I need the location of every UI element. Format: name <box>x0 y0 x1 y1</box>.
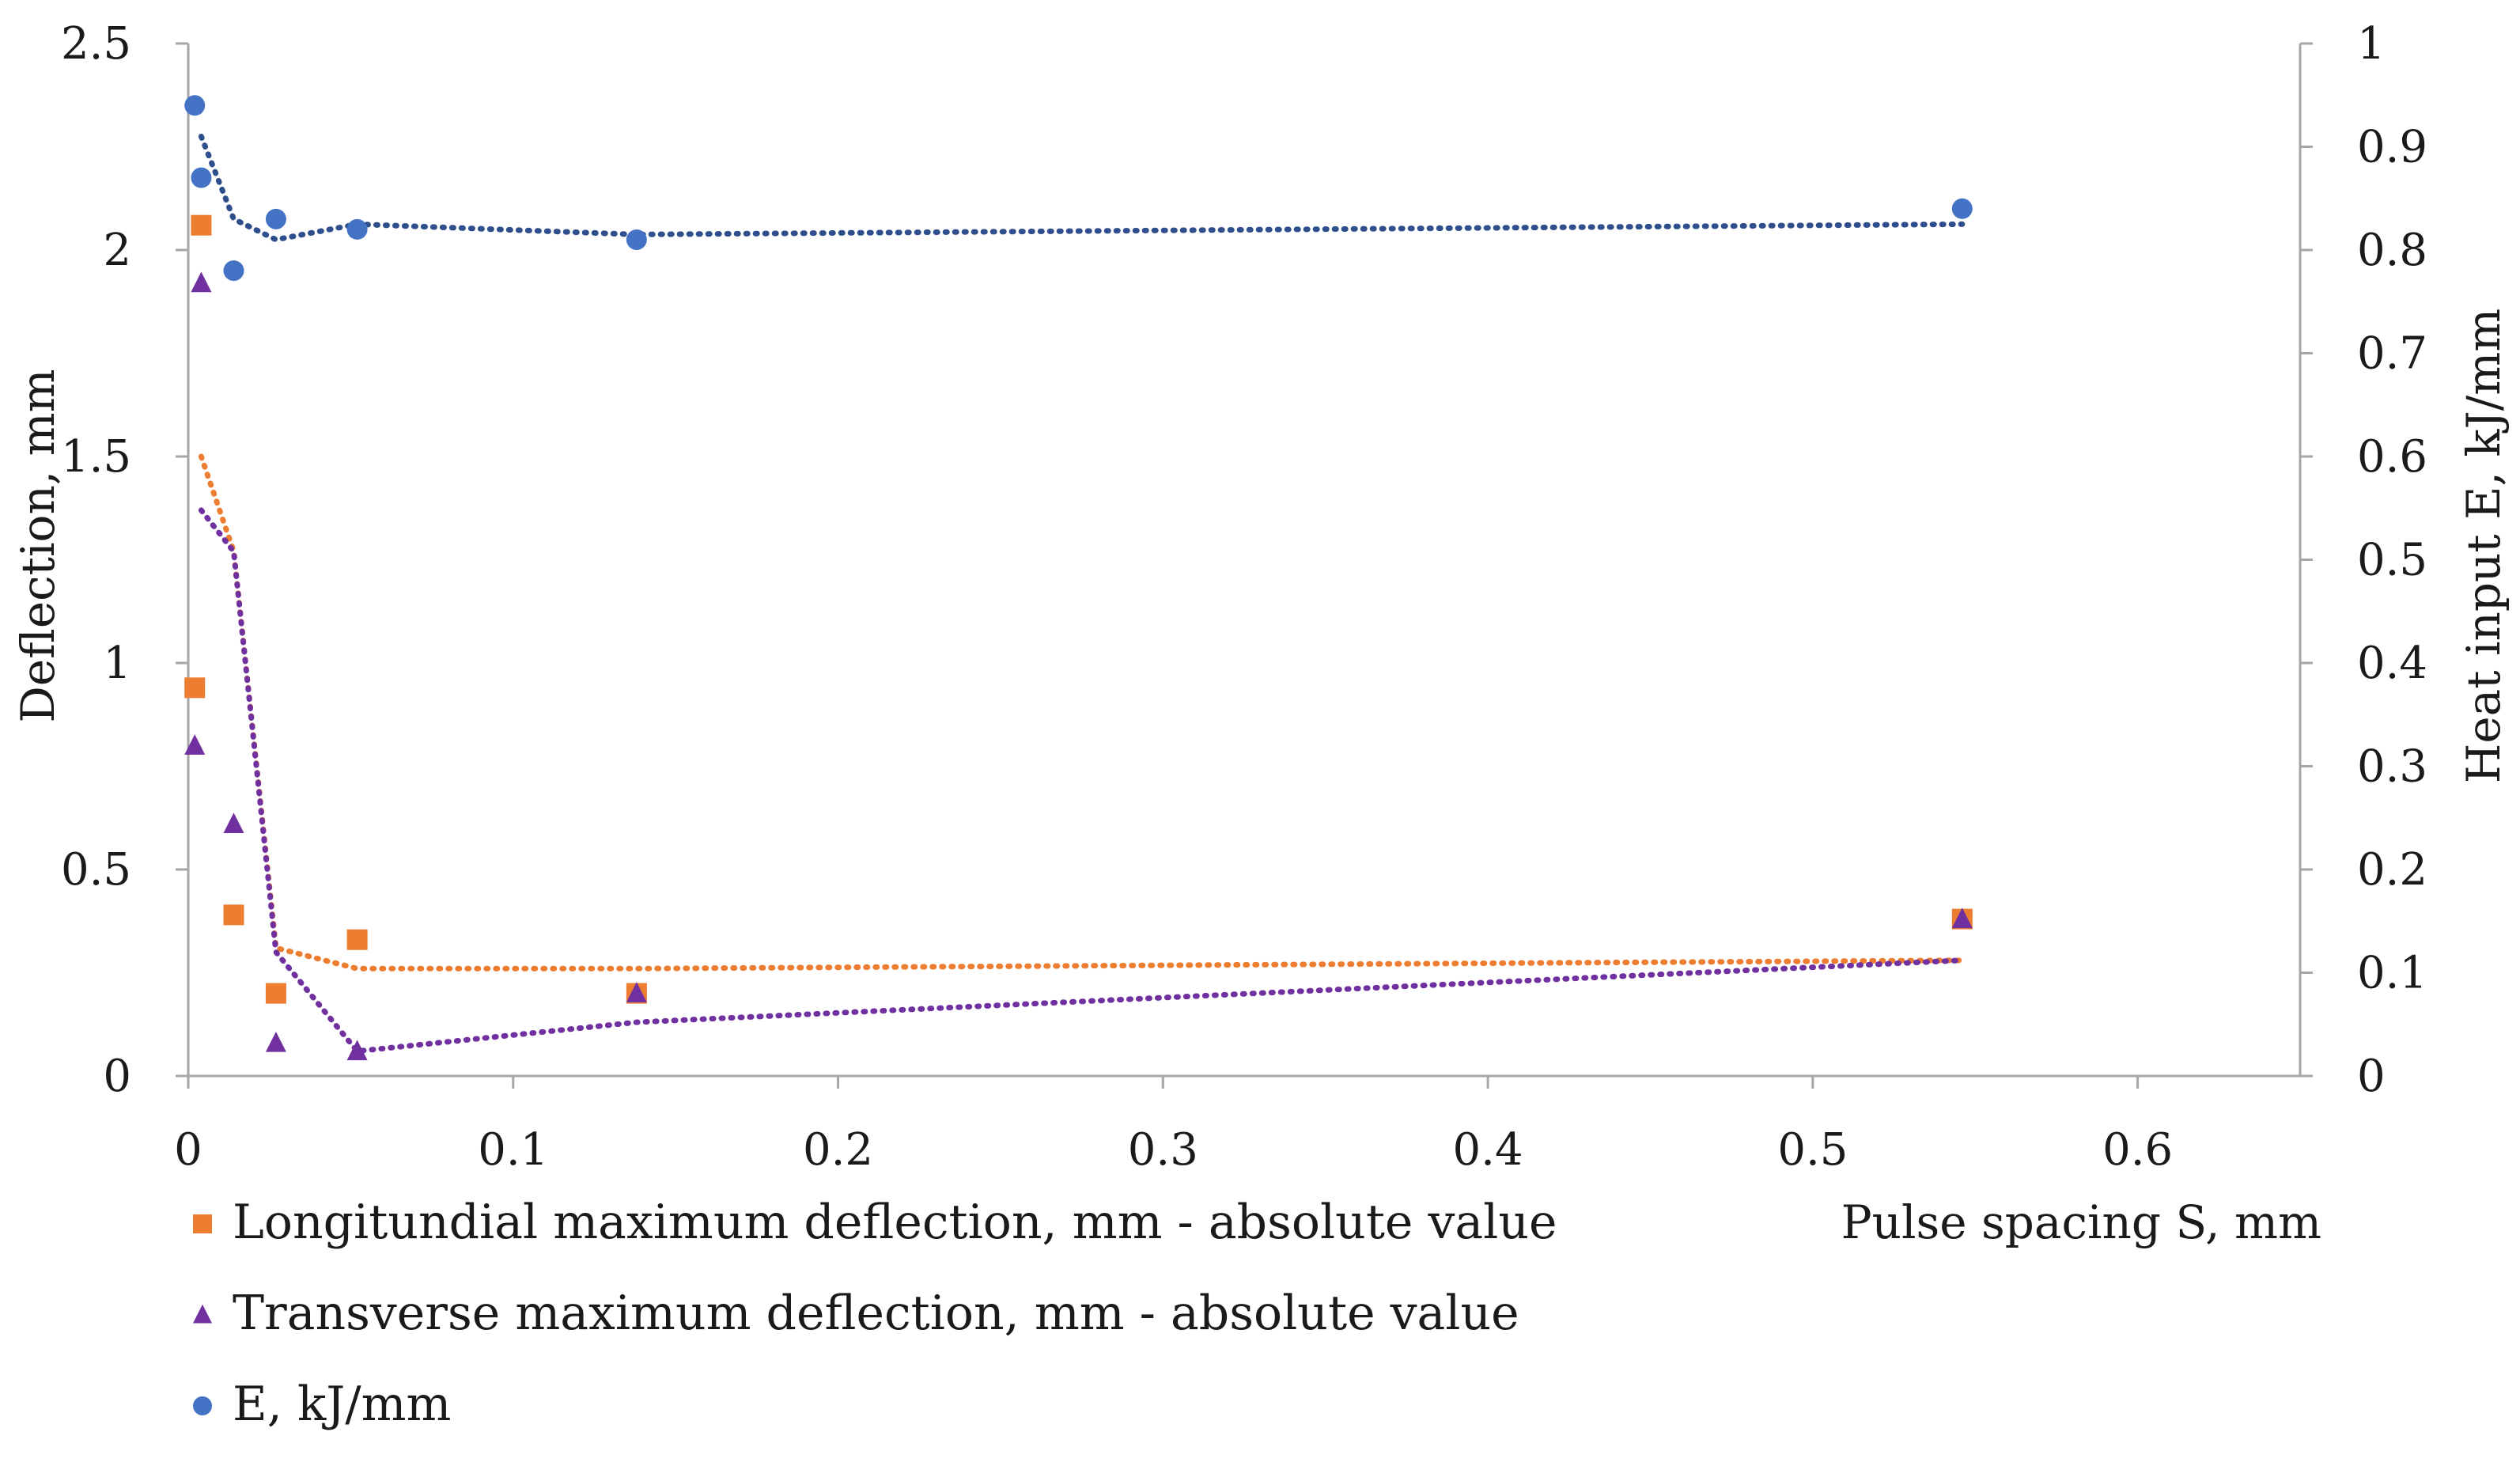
y-right-tick-label: 0.9 <box>2357 122 2427 173</box>
y-right-tick-label: 0.8 <box>2357 225 2427 276</box>
data-point-series-3 <box>265 208 286 229</box>
data-points-layer <box>184 95 1973 1061</box>
y-left-tick-label: 2 <box>103 225 131 276</box>
y-left-tick-label: 1.5 <box>61 431 131 483</box>
y-axis-left-title: Deflection, mm <box>11 369 65 722</box>
data-point-series-2 <box>626 982 647 1003</box>
y-left-tick-label: 1 <box>103 638 131 689</box>
x-tick-label: 0 <box>174 1124 202 1176</box>
data-point-series-3 <box>223 260 244 282</box>
y-right-tick-label: 0.6 <box>2357 431 2427 483</box>
y-right-tick-label: 0.2 <box>2357 844 2427 896</box>
y-right-tick-label: 0.1 <box>2357 948 2427 999</box>
y-right-tick-label: 0 <box>2357 1051 2386 1102</box>
data-point-series-1 <box>223 904 244 926</box>
y-right-tick-label: 0.4 <box>2357 638 2427 689</box>
data-point-series-2 <box>1951 907 1973 929</box>
x-tick-label: 0.2 <box>803 1124 873 1176</box>
y-left-tick-label: 0 <box>103 1051 131 1102</box>
y-right-tick-label: 0.7 <box>2357 328 2427 380</box>
data-point-series-3 <box>191 167 212 188</box>
x-tick-label: 0.6 <box>2102 1124 2173 1176</box>
data-point-series-2 <box>191 271 212 293</box>
trendline-series-3 <box>198 134 1966 243</box>
y-left-tick-label: 2.5 <box>61 18 131 70</box>
data-point-series-3 <box>346 218 368 240</box>
x-tick-label: 0.1 <box>478 1124 548 1176</box>
y-axis-right-title: Heat input E, kJ/mm <box>2457 309 2511 784</box>
y-left-tick-label: 0.5 <box>61 844 131 896</box>
x-tick-label: 0.4 <box>1453 1124 1523 1176</box>
y-right-tick-label: 0.3 <box>2357 741 2427 793</box>
x-tick-label: 0.3 <box>1128 1124 1198 1176</box>
trendline-series-1 <box>198 453 1966 972</box>
data-point-series-3 <box>626 229 647 250</box>
legend-label-series-3: E, kJ/mm <box>233 1377 451 1432</box>
data-point-series-2 <box>223 813 244 834</box>
legend-marker-series-2 <box>193 1304 212 1324</box>
y-right-tick-label: 0.5 <box>2357 535 2427 586</box>
data-point-series-1 <box>265 983 286 1004</box>
data-point-series-3 <box>1951 198 1973 219</box>
tick-labels-layer: 0 0.1 0.2 0.3 0.4 0.5 0.6 0 0.5 1 1.5 2 2.5 0 0.1 0.2 0.… <box>61 18 2427 1176</box>
trendline-series-2 <box>198 507 1966 1055</box>
y-right-tick-label: 1 <box>2357 18 2386 70</box>
legend-marker-series-1 <box>193 1214 212 1233</box>
data-point-series-2 <box>265 1031 286 1052</box>
data-point-series-2 <box>346 1040 368 1061</box>
x-tick-label: 0.5 <box>1777 1124 1848 1176</box>
data-point-series-1 <box>184 677 206 699</box>
axes-layer <box>176 42 2313 1089</box>
legend-label-series-1: Longitundial maximum deflection, mm - ab… <box>233 1195 1557 1250</box>
data-point-series-1 <box>346 929 368 950</box>
legend-label-series-2: Transverse maximum deflection, mm - abso… <box>233 1286 1519 1341</box>
data-point-series-3 <box>184 95 206 116</box>
data-point-series-1 <box>191 214 212 236</box>
data-point-series-2 <box>184 734 206 755</box>
legend-marker-series-3 <box>193 1396 212 1415</box>
legend: Longitundial maximum deflection, mm - ab… <box>193 1195 1557 1432</box>
trendlines-layer <box>198 134 1966 1055</box>
x-axis-title: Pulse spacing S, mm <box>1841 1195 2321 1249</box>
